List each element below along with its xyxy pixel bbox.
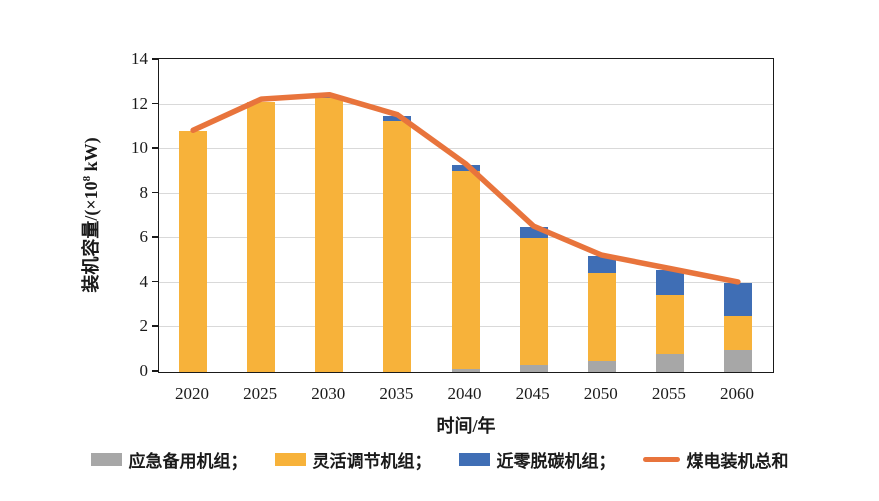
legend-item-1: 灵活调节机组；: [274, 447, 432, 472]
y-tick-mark-6: [152, 236, 158, 238]
bar-2050-灵活调节机组: [587, 272, 616, 361]
legend-label: 灵活调节机组；: [312, 452, 432, 471]
y-tick-label-10: 10: [131, 138, 148, 158]
legend: 应急备用机组； 灵活调节机组； 近零脱碳机组； 煤电装机总和: [0, 447, 879, 472]
gridline-y10: [159, 148, 773, 150]
bar-2025-灵活调节机组: [247, 102, 276, 372]
bar-2055-灵活调节机组: [655, 295, 684, 355]
x-tick-label-2030: 2030: [311, 384, 346, 403]
plot-area: [158, 58, 774, 373]
bar-2060-近零脱碳机组: [723, 282, 752, 317]
legend-item-0: 应急备用机组；: [90, 447, 248, 472]
y-tick-label-4: 4: [139, 271, 149, 291]
y-tick-mark-10: [152, 147, 158, 149]
bar-2055-近零脱碳机组: [655, 269, 684, 296]
bar-2060-灵活调节机组: [723, 316, 752, 350]
y-axis-title-superscript: 8: [81, 175, 93, 182]
bar-2060-应急备用机组: [723, 349, 752, 372]
bar-2035-近零脱碳机组: [383, 115, 412, 122]
y-tick-label-2: 2: [139, 316, 149, 336]
bar-2040-应急备用机组: [451, 368, 480, 372]
x-tick-label-2025: 2025: [243, 384, 278, 403]
y-axis-title-prefix: 装机容量/(×10: [81, 181, 101, 293]
x-axis-title: 时间/年: [436, 416, 496, 436]
y-tick-mark-0: [152, 370, 158, 372]
y-tick-label-6: 6: [139, 227, 149, 247]
legend-label: 应急备用机组；: [128, 452, 248, 471]
bar-2040-灵活调节机组: [451, 171, 480, 369]
y-axis-title: 装机容量/(×108 kW): [77, 137, 103, 292]
legend-label: 近零脱碳机组；: [496, 452, 616, 471]
gridline-y12: [159, 103, 773, 105]
x-tick-label-2055: 2055: [651, 384, 686, 403]
bar-2045-近零脱碳机组: [519, 227, 548, 239]
legend-color-swatch: [90, 453, 122, 466]
x-tick-label-2020: 2020: [175, 384, 210, 403]
bar-2055-应急备用机组: [655, 354, 684, 372]
y-tick-label-0: 0: [139, 361, 149, 380]
bar-2045-应急备用机组: [519, 365, 548, 372]
x-tick-label-2040: 2040: [447, 384, 482, 403]
legend-color-swatch: [458, 453, 490, 466]
bar-2020-灵活调节机组: [179, 131, 208, 372]
y-tick-mark-4: [152, 280, 158, 283]
x-tick-label-2035: 2035: [379, 384, 414, 403]
legend-color-swatch: [274, 453, 306, 466]
bar-2030-灵活调节机组: [315, 97, 344, 372]
legend-label: 煤电装机总和: [686, 452, 789, 471]
y-tick-mark-12: [152, 102, 158, 105]
bar-2045-灵活调节机组: [519, 238, 548, 366]
bar-2035-灵活调节机组: [383, 121, 412, 372]
y-tick-label-14: 14: [131, 49, 148, 68]
y-tick-mark-2: [152, 325, 158, 327]
legend-item-2: 近零脱碳机组；: [458, 447, 616, 472]
x-tick-label-2050: 2050: [583, 384, 618, 403]
bar-2050-应急备用机组: [587, 360, 616, 372]
x-tick-label-2060: 2060: [719, 384, 754, 403]
legend-line-swatch: [642, 456, 680, 463]
bar-2040-近零脱碳机组: [451, 164, 480, 172]
y-tick-label-8: 8: [139, 182, 149, 202]
y-tick-label-12: 12: [131, 93, 148, 113]
total-line: [190, 91, 741, 285]
y-axis-title-suffix: kW): [81, 137, 101, 176]
bar-2050-近零脱碳机组: [587, 256, 616, 273]
y-tick-mark-14: [152, 58, 158, 60]
legend-item-3: 煤电装机总和: [642, 447, 789, 472]
total-line-series: [190, 91, 741, 285]
y-tick-mark-8: [152, 191, 158, 194]
x-tick-label-2045: 2045: [515, 384, 550, 403]
